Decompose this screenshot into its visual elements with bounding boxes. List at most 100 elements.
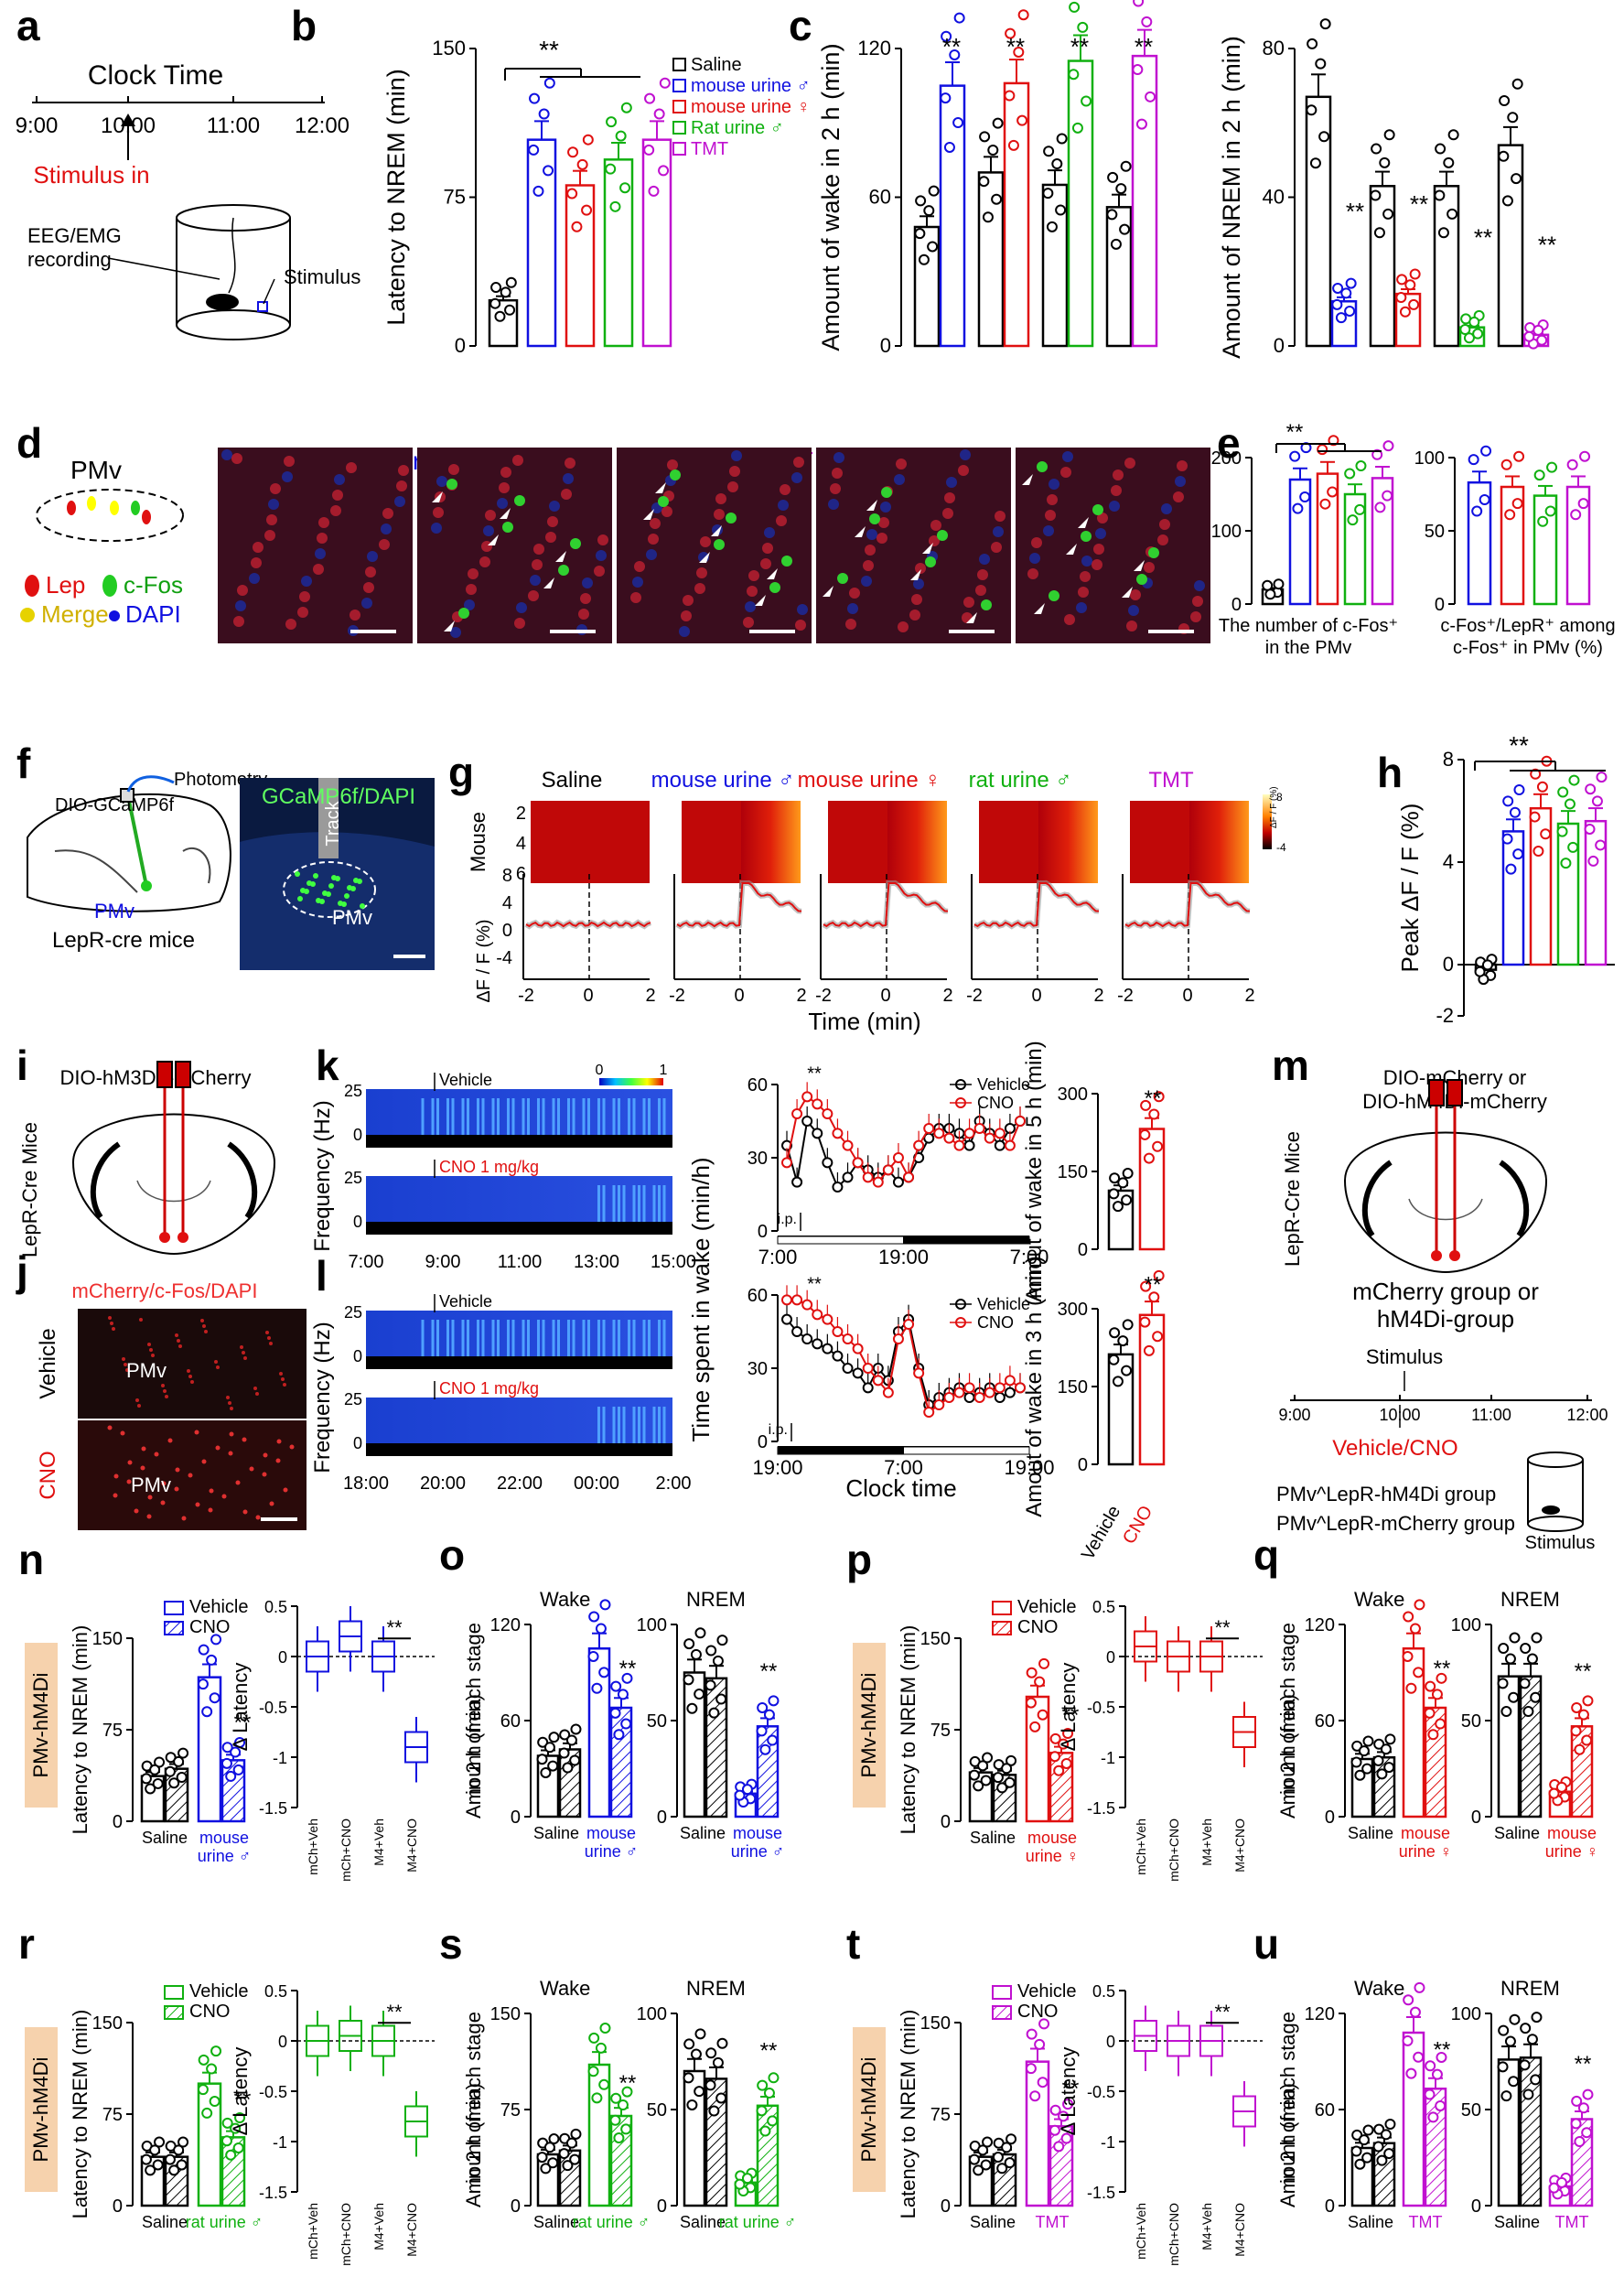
k-spec-activity xyxy=(662,1185,666,1222)
l-line-point xyxy=(963,1392,975,1403)
amt-stim-cno-dot xyxy=(620,2123,632,2135)
panel-s_wake-y-tick-label: 150 xyxy=(490,2004,521,2024)
k-cbar-min: 0 xyxy=(596,1063,604,1078)
panel-p-saline-veh-dot xyxy=(968,1769,980,1781)
amt-n-stim-cno-dot xyxy=(1581,2127,1593,2139)
m-groups-label-line: hM4Di-group xyxy=(1377,1305,1514,1333)
heatmap-row xyxy=(531,828,650,842)
amt-saline-cno-dot xyxy=(1372,2141,1384,2153)
panel-r-y-label-line: Latency to NREM (min) xyxy=(69,2010,91,2219)
cell xyxy=(266,514,277,525)
amt-stim-veh-dot xyxy=(1414,1981,1425,1993)
panel-c-wake-saline-bar-dot xyxy=(918,254,930,265)
l-spec-activity xyxy=(552,1320,555,1356)
l-emg-trace xyxy=(366,1443,672,1456)
cell xyxy=(1130,589,1141,600)
k-time-tick: 7:00 xyxy=(349,1252,384,1272)
j-cell xyxy=(167,1438,173,1443)
k-spec-activity xyxy=(567,1098,570,1135)
j-cell xyxy=(235,1480,241,1485)
k-spec-activity xyxy=(537,1098,540,1135)
l-line-point xyxy=(913,1367,925,1379)
amt-saline-cno-dot xyxy=(569,2153,581,2165)
amt-saline-veh-dot xyxy=(536,1754,548,1765)
box-t-y-tick-label: -1 xyxy=(1101,2133,1115,2152)
amt-stim-cno-dot xyxy=(1427,2111,1439,2123)
l-line-point xyxy=(862,1382,874,1394)
l-spec-activity xyxy=(451,1320,455,1356)
cell xyxy=(898,621,909,632)
j-cell xyxy=(283,1487,288,1493)
panel-o_nrem-y-tick-label: 100 xyxy=(637,1615,667,1635)
j-cell xyxy=(240,1345,243,1349)
cell xyxy=(1049,479,1059,490)
significance-mark: ** xyxy=(1135,33,1153,60)
amt-n-stim-cno-dot xyxy=(757,1701,769,1713)
amt-stim-cno-dot xyxy=(621,2086,633,2098)
cfos-cell xyxy=(1037,461,1048,472)
amt-saline-veh-dot xyxy=(547,1760,559,1772)
l-line-time-tick: 7:00 xyxy=(884,1456,923,1479)
stimulus-dish-icon xyxy=(257,301,268,312)
k-time-tick: 13:00 xyxy=(574,1252,619,1272)
amt-saline-cno-dot xyxy=(562,2160,574,2172)
panel-e-bar-dot xyxy=(1374,502,1386,513)
heatmap-response xyxy=(887,842,947,856)
significance-mark: ** xyxy=(234,1711,252,1735)
panel-r-stim-veh-dot xyxy=(206,2063,218,2075)
k-line-point xyxy=(903,1171,915,1183)
panel-b-y-label-line: Latency to NREM (min) xyxy=(382,69,410,326)
timeline-time: 12:00 xyxy=(295,113,350,138)
k-spec-tick: 0 xyxy=(353,1213,362,1231)
legend-label: CNO xyxy=(1017,2002,1058,2022)
panel-h-y-tick-label: 4 xyxy=(1443,850,1454,873)
panel-l_bar-y-tick-label: 0 xyxy=(1078,1455,1088,1475)
legend-label: CNO xyxy=(189,2002,230,2022)
l-line-point xyxy=(953,1387,965,1398)
panel-b-bar-dot xyxy=(529,92,541,104)
k-line-time-tick: 7:00 xyxy=(758,1246,798,1268)
panel-n-stim-veh-dot xyxy=(210,1634,222,1646)
amt-n-saline-cno-dot xyxy=(1526,1653,1538,1665)
g-x-tick: -2 xyxy=(518,986,534,1006)
k-line-time-tick: 19:00 xyxy=(878,1246,929,1268)
coronal-i-structure xyxy=(136,1180,211,1203)
panel-t-saline-cno-dot xyxy=(992,2152,1004,2164)
clock-time-title: Clock Time xyxy=(88,60,223,91)
l-spec-activity xyxy=(612,1407,616,1443)
j-cell xyxy=(163,1389,167,1393)
panel-b-bar-dot xyxy=(567,146,579,158)
l-time-tick: 18:00 xyxy=(343,1473,389,1494)
cell xyxy=(646,549,657,560)
panel-e-bar-dot xyxy=(1371,448,1383,460)
cfos-cell xyxy=(1092,504,1103,515)
j-cell xyxy=(190,1380,194,1384)
panel-c-wake-saline-bar-dot xyxy=(1056,133,1068,145)
panel-h-bar-dot xyxy=(1533,846,1544,858)
j-cell xyxy=(134,1508,139,1514)
panel-p-saline-cno-dot xyxy=(996,1782,1008,1794)
amt-saline-veh-dot xyxy=(1350,2145,1362,2157)
cell xyxy=(516,602,527,613)
panel-c-wake-saline-bar-dot xyxy=(915,195,927,207)
gcamp-cell xyxy=(300,888,306,893)
cell xyxy=(944,492,955,503)
pmv-label: PMv xyxy=(70,456,122,484)
heatmap-row xyxy=(531,801,650,815)
legend-label: Rat urine ♂ xyxy=(691,118,784,138)
j-cno-label: CNO xyxy=(36,1451,60,1499)
panel-b-bar-dot xyxy=(582,134,594,146)
amt-stim-veh-dot xyxy=(598,2078,610,2090)
panel-o_wake-y-label-line: in 2 h (min) xyxy=(462,1694,485,1795)
tag-box xyxy=(853,2027,886,2192)
k-line-legend-label: Vehicle xyxy=(977,1075,1030,1094)
amt-n-saline-veh-dot xyxy=(1504,2035,1516,2047)
panel-b-bar-dot xyxy=(571,221,583,232)
j-cell xyxy=(188,1473,193,1478)
panel-r-stim-cno-dot xyxy=(221,2117,233,2129)
panel-n-stim-cno-dot xyxy=(234,1736,246,1748)
panel-letter-n: n xyxy=(18,1536,44,1583)
panel-c-nrem-saline-bar-dot xyxy=(1501,195,1513,207)
l-line-point xyxy=(852,1343,864,1354)
panel-b-y-tick-label: 150 xyxy=(432,37,466,59)
